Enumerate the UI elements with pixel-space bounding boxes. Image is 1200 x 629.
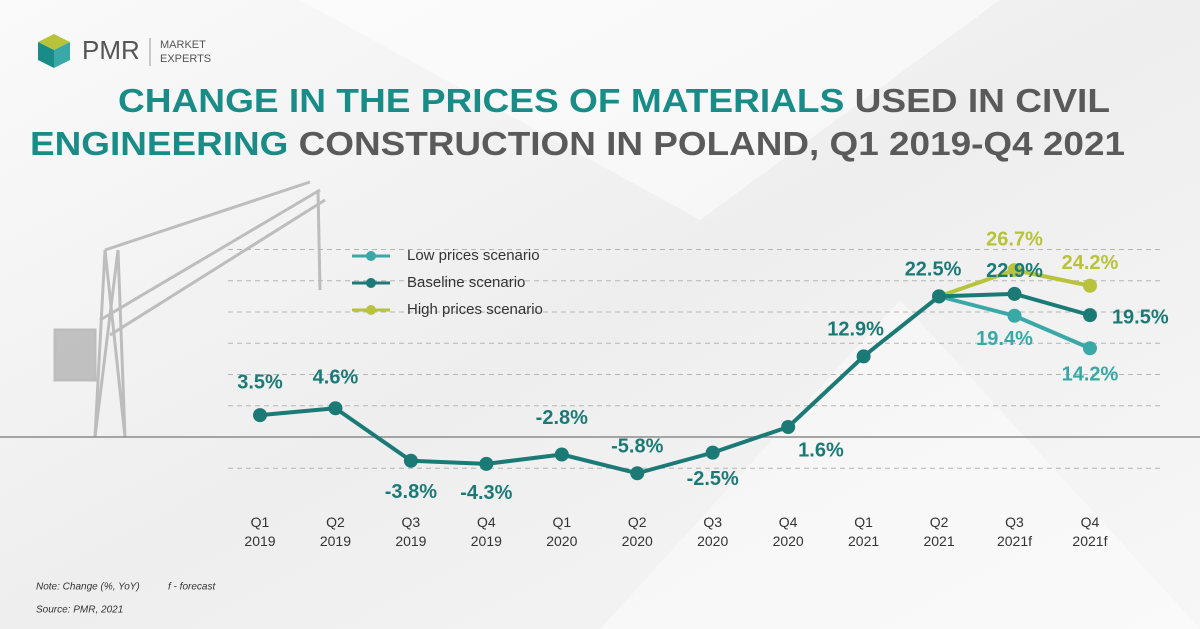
x-tick-label-line: 2020: [622, 533, 653, 549]
note: Note: Change (%, YoY): [36, 582, 140, 593]
x-tick-label-line: 2019: [320, 533, 351, 549]
data-label: 26.7%: [986, 228, 1043, 250]
brand-tagline: MARKET: [160, 39, 206, 51]
x-tick-label-line: 2020: [546, 533, 577, 549]
crane: [53, 180, 326, 438]
x-tick-label-line: 2021f: [1072, 533, 1107, 549]
title-part: USED IN CIVIL: [855, 82, 1110, 119]
data-label: 19.5%: [1112, 306, 1169, 328]
legend-marker: [366, 305, 376, 315]
data-label: -2.5%: [687, 468, 739, 490]
x-tick-label-line: 2021f: [997, 533, 1032, 549]
data-point: [1007, 286, 1022, 301]
data-point: [328, 401, 343, 416]
x-tick-label-line: 2020: [773, 533, 804, 549]
legend-marker: [366, 251, 376, 261]
data-point: [1082, 278, 1097, 293]
x-tick-label-line: 2019: [471, 533, 502, 549]
x-tick-label-line: Q1: [854, 514, 873, 530]
data-label: -5.8%: [611, 436, 663, 458]
x-tick-label: Q3 2021f: [997, 514, 1032, 549]
data-label: 3.5%: [237, 371, 283, 393]
x-tick-label-line: Q2: [930, 514, 949, 530]
legend-label: Baseline scenario: [407, 274, 525, 291]
data-point: [479, 456, 494, 471]
data-point: [856, 349, 871, 364]
data-label: 14.2%: [1062, 364, 1119, 386]
x-tick-label: Q3 2020: [697, 514, 728, 549]
x-tick-label-line: Q2: [628, 514, 647, 530]
x-tick-label: Q4 2020: [773, 514, 804, 549]
x-tick-label-line: Q3: [703, 514, 722, 530]
x-tick-label: Q2 2020: [622, 514, 653, 549]
x-tick-label-line: Q3: [1005, 514, 1024, 530]
data-point: [554, 447, 569, 462]
x-tick-label: Q3 2019: [395, 514, 426, 549]
data-point: [630, 466, 645, 481]
decor: [600, 300, 1200, 629]
brand-name: PMR: [82, 35, 140, 65]
data-point: [1007, 263, 1022, 278]
x-tick-label-line: 2019: [395, 533, 426, 549]
data-label: -2.8%: [536, 407, 588, 429]
title-part: ENGINEERING: [30, 125, 288, 162]
chart-title: ENGINEERING CONSTRUCTION IN POLAND, Q1 2…: [30, 125, 1125, 162]
decor: [300, 0, 1000, 220]
data-label: -4.3%: [460, 482, 512, 504]
legend-marker: [366, 278, 376, 288]
legend-label: High prices scenario: [407, 301, 543, 318]
data-label: 24.2%: [1062, 252, 1119, 274]
data-point: [932, 289, 947, 304]
x-tick-label-line: Q4: [477, 514, 496, 530]
x-tick-label-line: Q4: [1081, 514, 1100, 530]
data-point: [253, 408, 267, 423]
title-part: CHANGE IN THE PRICES OF MATERIALS: [118, 82, 844, 119]
source: Source: PMR, 2021: [36, 605, 123, 616]
data-label: 4.6%: [313, 367, 359, 389]
x-tick-label: Q2 2021: [923, 514, 954, 549]
x-tick-label: Q2 2019: [320, 514, 351, 549]
data-point: [1082, 341, 1097, 356]
data-point: [403, 453, 418, 468]
data-point: [1082, 308, 1097, 323]
note: f - forecast: [168, 582, 216, 593]
logo: PMR MARKET EXPERTS: [38, 34, 211, 68]
x-tick-label-line: Q2: [326, 514, 345, 530]
legend-label: Low prices scenario: [407, 247, 540, 264]
x-tick-label-line: 2019: [244, 533, 275, 549]
x-tick-label-line: 2020: [697, 533, 728, 549]
data-point: [1007, 308, 1022, 323]
data-point: [781, 420, 796, 434]
chart-title: CHANGE IN THE PRICES OF MATERIALS USED I…: [118, 82, 1110, 119]
brand-tagline: EXPERTS: [160, 53, 211, 65]
data-label: 22.5%: [905, 259, 962, 281]
x-tick-label-line: 2021: [923, 533, 954, 549]
x-tick-label-line: Q4: [779, 514, 798, 530]
data-label: -3.8%: [385, 481, 437, 503]
x-tick-label-line: 2021: [848, 533, 879, 549]
series-line: [259, 291, 1091, 476]
x-tick-label: Q4 2021f: [1072, 514, 1107, 549]
x-tick-label-line: Q3: [402, 514, 421, 530]
x-tick-label: Q4 2019: [471, 514, 502, 549]
x-tick-label-line: Q1: [251, 514, 270, 530]
data-label: 22.9%: [986, 260, 1043, 282]
x-tick-label: Q1 2021: [848, 514, 879, 549]
data-point: [705, 445, 720, 460]
x-tick-label: Q1 2020: [546, 514, 577, 549]
data-label: 19.4%: [976, 328, 1033, 350]
title-part: CONSTRUCTION IN POLAND, Q1 2019-Q4 2021: [299, 125, 1125, 162]
x-tick-label: Q1 2019: [244, 514, 275, 549]
x-tick-label-line: Q1: [552, 514, 571, 530]
data-label: 1.6%: [798, 439, 844, 461]
data-label: 12.9%: [827, 319, 884, 341]
